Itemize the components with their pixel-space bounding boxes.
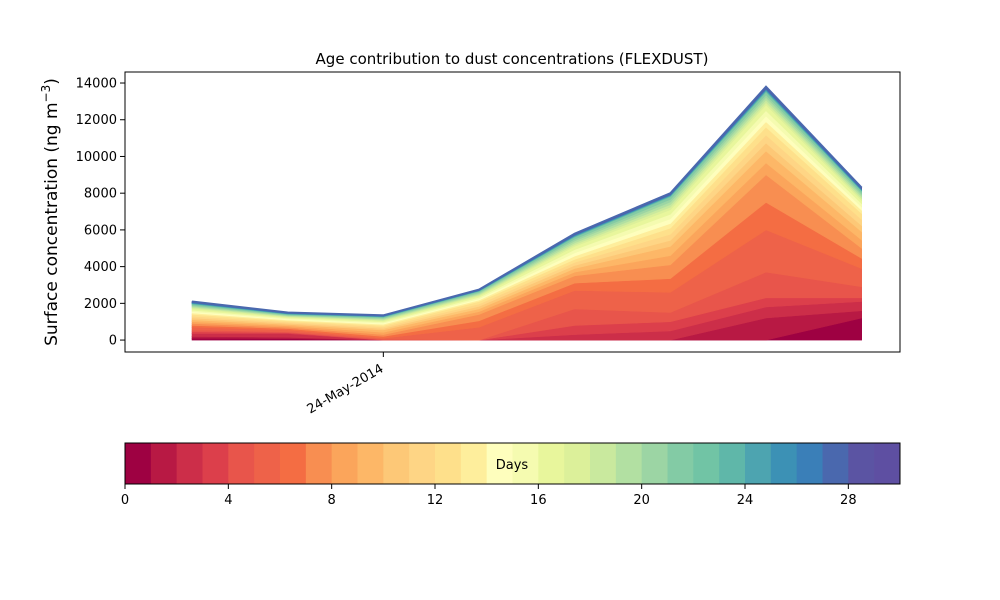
colorbar-swatch [667,443,694,484]
colorbar-swatch [822,443,849,484]
y-tick-label: 12000 [76,113,117,128]
chart-title: Age contribution to dust concentrations … [316,50,709,68]
colorbar-swatch [460,443,488,484]
series-total-line [191,85,863,317]
colorbar-swatch [719,443,746,484]
stacked-areas [191,85,863,341]
colorbar-tick-label: 8 [328,493,336,508]
colorbar-swatch [564,443,591,484]
colorbar-swatch [254,443,281,484]
colorbar-swatch [641,443,668,484]
colorbar-tick-label: 12 [427,493,444,508]
y-tick-label: 2000 [84,297,117,312]
colorbar-swatch [228,443,255,484]
colorbar-swatch [331,443,358,484]
y-axis-label: Surface concentration (ng m−3) [39,78,62,346]
colorbar-swatch [770,443,798,484]
colorbar-swatch [615,443,643,484]
y-tick-label: 4000 [84,260,117,275]
colorbar-frame [124,442,901,485]
colorbar-tick-label: 4 [224,493,232,508]
plot-frame [124,71,901,353]
colorbar-swatch [125,443,152,484]
colorbar-swatch [150,443,178,484]
y-axis-label-close: ) [42,78,62,85]
colorbar-swatch [693,443,720,484]
colorbar-tick-label: 0 [121,493,129,508]
y-tick-label: 6000 [84,223,117,238]
colorbar-swatch [280,443,307,484]
x-tick-label: 24-May-2014 [305,361,387,417]
colorbar-swatch [590,443,617,484]
colorbar-swatch [512,443,539,484]
colorbar-tick-label: 28 [840,493,857,508]
colorbar-swatch [202,443,229,484]
y-tick-label: 10000 [76,150,117,165]
colorbar-ticks: 0 4 8 12 16 20 24 28 [121,484,857,508]
colorbar-swatch [538,443,565,484]
colorbar-swatch [796,443,823,484]
colorbar-label: Days [496,458,529,473]
colorbar-swatch [486,443,513,484]
y-axis: 0 2000 4000 6000 8000 10000 12000 14000 [76,77,125,349]
colorbar-swatch [745,443,772,484]
colorbar-swatch [435,443,462,484]
colorbar-tick-label: 16 [530,493,547,508]
y-tick-label: 0 [109,334,117,349]
x-axis: 24-May-2014 [305,352,387,417]
colorbar-swatch [848,443,875,484]
colorbar-swatch [874,443,901,484]
y-tick-label: 14000 [76,77,117,92]
y-axis-label-superscript: −3 [39,85,53,103]
colorbar-swatch [176,443,203,484]
colorbar-tick-label: 20 [633,493,650,508]
colorbar-tick-label: 24 [737,493,754,508]
colorbar-swatch [357,443,384,484]
y-axis-label-main: Surface concentration (ng m [42,102,62,345]
colorbar [125,443,901,484]
colorbar-swatch [409,443,436,484]
y-tick-label: 8000 [84,187,117,202]
colorbar-swatch [383,443,410,484]
colorbar-swatch [305,443,333,484]
